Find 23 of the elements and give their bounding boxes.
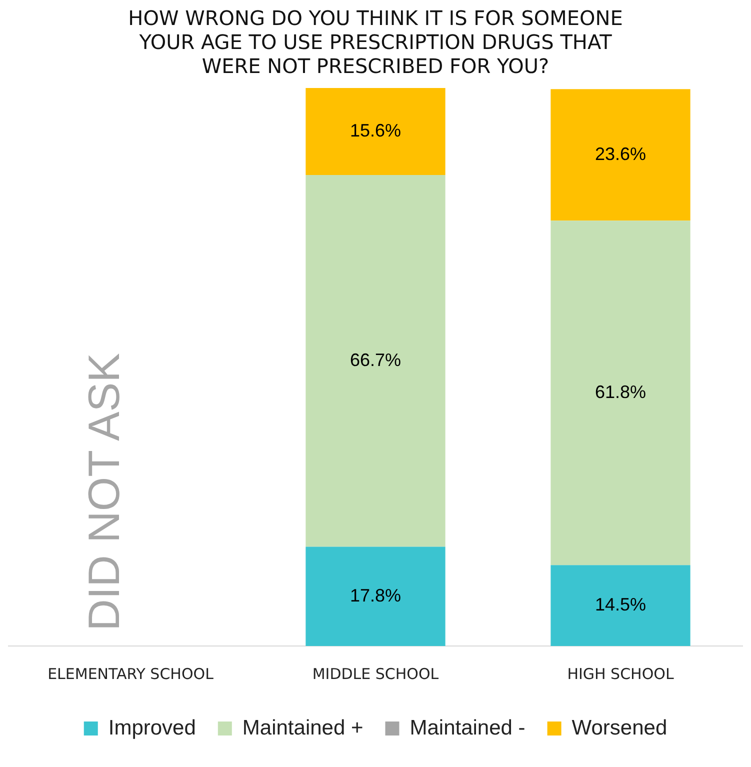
data-label: 61.8%: [594, 382, 646, 402]
legend-label: Worsened: [572, 716, 668, 740]
bar: [306, 546, 446, 646]
bar: [550, 565, 690, 646]
bar: [550, 89, 690, 221]
data-label: 17.8%: [350, 585, 402, 606]
data-label: 14.5%: [594, 594, 646, 615]
legend-label: Maintained -: [410, 716, 526, 740]
text: HOW WRONG DO YOU THINK IT IS FOR SOMEONE: [128, 6, 623, 30]
x-tick-label: MIDDLE SCHOOL: [312, 664, 440, 683]
legend-label: Improved: [108, 716, 196, 740]
data-label: 66.7%: [350, 350, 402, 370]
text: WERE NOT PRESCRIBED FOR YOU?: [202, 54, 550, 78]
x-tick-label: ELEMENTARY SCHOOL: [48, 664, 214, 683]
bar: [306, 88, 446, 175]
annotation: DID NOT ASK: [80, 353, 128, 631]
x-tick-label: HIGH SCHOOL: [567, 664, 674, 683]
text: YOUR AGE TO USE PRESCRIPTION DRUGS THAT: [139, 30, 612, 54]
legend-label: Maintained +: [242, 716, 364, 740]
data-label: 23.6%: [594, 144, 646, 164]
bar: [306, 174, 446, 547]
bar: [550, 220, 690, 566]
data-label: 15.6%: [350, 120, 402, 140]
